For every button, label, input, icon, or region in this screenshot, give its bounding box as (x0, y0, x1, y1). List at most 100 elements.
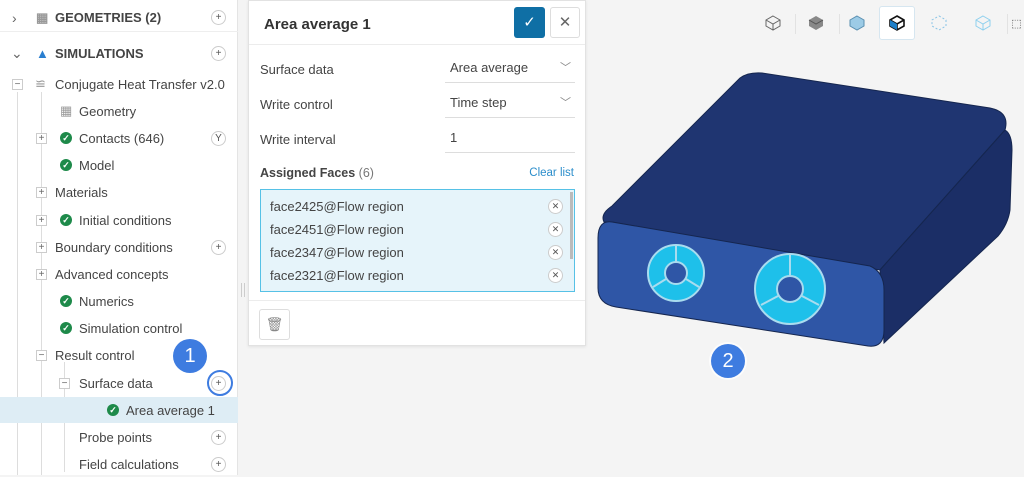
chevron-down-icon: ﹀ (560, 62, 571, 74)
tree-item-area-average-1[interactable]: ✓ Area average 1 (0, 397, 238, 423)
expand-icon[interactable]: + (36, 186, 47, 198)
write-control-label: Write control (260, 97, 333, 112)
close-icon: ✕ (558, 14, 572, 31)
check-icon: ✓ (60, 159, 72, 171)
tree-item-contacts[interactable]: + ✓ Contacts (646) Y (0, 125, 238, 151)
add-geometry-button[interactable]: + (211, 10, 226, 25)
select-value: Time step (450, 95, 507, 110)
wireframe-view-button[interactable] (755, 6, 791, 40)
panel-title: Area average 1 (264, 16, 371, 33)
tree-label: Surface data (79, 375, 153, 391)
add-simulation-button[interactable]: + (211, 45, 226, 61)
remove-face-icon[interactable]: ✕ (548, 268, 563, 283)
expand-icon[interactable]: + (36, 268, 47, 280)
chevron-right-icon[interactable]: › (12, 9, 17, 26)
tree-label: Probe points (79, 429, 152, 445)
collapse-icon[interactable]: − (12, 78, 23, 90)
geometry-icon: ▦ (60, 103, 73, 118)
tree-item-numerics[interactable]: ✓ Numerics (0, 288, 238, 314)
add-boundary-condition-button[interactable]: + (211, 239, 226, 255)
check-icon: ✓ (60, 132, 72, 144)
step-badge-2: 2 (711, 344, 745, 378)
simulations-icon: ▲ (36, 45, 49, 61)
tree-label: Numerics (79, 293, 134, 309)
collapse-icon[interactable]: − (59, 377, 70, 389)
assigned-faces-count: (6) (358, 166, 374, 180)
filter-icon[interactable]: Y (211, 130, 226, 146)
selection-view-button[interactable] (879, 6, 915, 40)
remove-face-icon[interactable]: ✕ (548, 199, 563, 214)
tree-line (17, 92, 18, 475)
assigned-faces-list[interactable]: face2425@Flow region ✕ face2451@Flow reg… (260, 189, 575, 292)
divider (839, 14, 840, 34)
box-select-button[interactable]: ⬚ (1009, 6, 1024, 40)
geometry-icon: ▦ (36, 9, 49, 25)
scrollbar[interactable] (570, 192, 573, 259)
tree-item-probe-points[interactable]: Probe points + (0, 424, 238, 450)
tree-item-materials[interactable]: + Materials (0, 179, 238, 205)
step-badge-1: 1 (173, 339, 207, 373)
check-icon: ✓ (60, 295, 72, 307)
write-control-select[interactable]: Time step ﹀ (445, 88, 575, 118)
tree-label: Area average 1 (126, 402, 215, 418)
cube-points-icon (931, 15, 947, 31)
tree-label: Initial conditions (79, 212, 172, 228)
check-icon: ✓ (107, 404, 119, 416)
divider (1007, 14, 1008, 34)
tree-item-result-control[interactable]: − Result control (0, 342, 238, 368)
expand-icon[interactable]: + (36, 241, 47, 253)
clear-list-link[interactable]: Clear list (529, 167, 574, 179)
solid-view-button[interactable] (798, 6, 834, 40)
transparent-view-button[interactable] (965, 6, 1001, 40)
surface-data-select[interactable]: Area average ﹀ (445, 53, 575, 83)
points-view-button[interactable] (921, 6, 957, 40)
tree-item-simulation[interactable]: − ≌ Conjugate Heat Transfer v2.0 (0, 71, 238, 97)
write-interval-input[interactable]: 1 (445, 123, 575, 153)
highlight-ring (207, 370, 233, 396)
collapse-icon[interactable]: − (36, 349, 47, 361)
tree-item-initial-conditions[interactable]: + ✓ Initial conditions (0, 207, 238, 233)
tree-geometries[interactable]: › ▦ GEOMETRIES (2) + (0, 4, 238, 32)
expand-icon[interactable]: + (36, 214, 47, 226)
tree-simulations[interactable]: ⌄ ▲ SIMULATIONS + (0, 40, 238, 66)
tree-label: Model (79, 157, 115, 173)
tree-item-field-calculations[interactable]: Field calculations + (0, 451, 238, 477)
divider (795, 14, 796, 34)
add-field-calculation-button[interactable]: + (211, 456, 226, 472)
tree-label: Materials (55, 184, 108, 200)
cube-outline-icon (765, 15, 781, 31)
model-top-face (602, 72, 1007, 271)
confirm-button[interactable]: ✓ (514, 7, 545, 38)
add-probe-point-button[interactable]: + (211, 429, 226, 445)
tree-item-boundary-conditions[interactable]: + Boundary conditions + (0, 234, 238, 260)
tree-label: Advanced concepts (55, 266, 169, 282)
tree-label: Boundary conditions (55, 239, 173, 255)
tree-label: Contacts (646) (79, 130, 165, 146)
tree-label: Result control (55, 347, 135, 363)
write-interval-label: Write interval (260, 132, 336, 147)
select-value: Area average (450, 60, 529, 75)
cube-selected-icon (889, 15, 905, 31)
box-select-icon: ⬚ (1011, 17, 1022, 30)
tree-label: Geometry (79, 103, 137, 119)
close-button[interactable]: ✕ (550, 7, 580, 38)
remove-face-icon[interactable]: ✕ (548, 245, 563, 260)
chevron-down-icon[interactable]: ⌄ (11, 44, 23, 61)
check-icon: ✓ (60, 322, 72, 334)
resize-handle[interactable] (241, 283, 245, 297)
check-icon: ✓ (523, 14, 536, 31)
solid-edges-view-button[interactable] (839, 6, 875, 40)
divider (249, 44, 585, 45)
model-side-face (879, 129, 1013, 345)
simulation-type-icon: ≌ (35, 76, 46, 91)
expand-icon[interactable]: + (36, 132, 47, 144)
tree-item-model[interactable]: ✓ Model (0, 152, 238, 178)
tree-item-advanced-concepts[interactable]: + Advanced concepts (0, 261, 238, 287)
remove-face-icon[interactable]: ✕ (548, 222, 563, 237)
delete-button[interactable]: 🗑 (259, 309, 290, 340)
inlet-face-left (647, 244, 705, 302)
simulation-name: Conjugate Heat Transfer v2.0 (55, 76, 225, 92)
tree-item-simulation-control[interactable]: ✓ Simulation control (0, 315, 238, 341)
tree-item-geometry[interactable]: ▦ Geometry (0, 98, 238, 124)
